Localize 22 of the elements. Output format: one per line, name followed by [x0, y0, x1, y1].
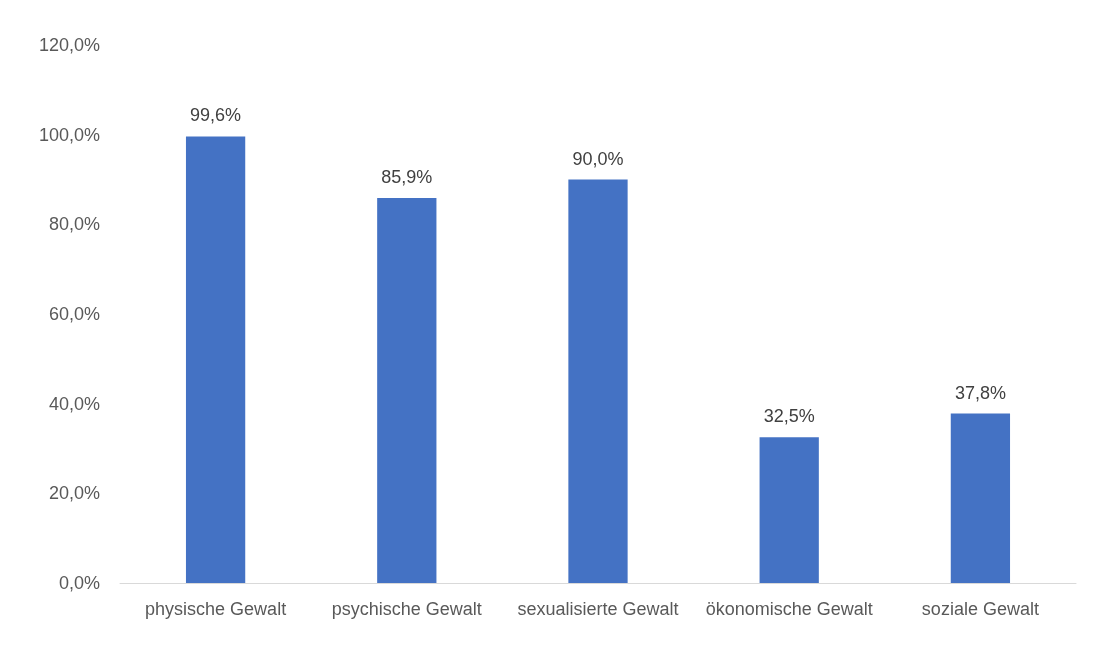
x-tick-label: psychische Gewalt	[331, 599, 482, 619]
bar	[377, 197, 437, 583]
y-tick-label: 80,0%	[48, 214, 100, 235]
y-tick-label: 0,0%	[58, 573, 100, 593]
data-label: 85,9%	[381, 166, 433, 187]
x-tick-label: ökonomische Gewalt	[705, 599, 873, 619]
y-tick-label: 20,0%	[48, 483, 100, 504]
y-tick-label: 120,0%	[38, 35, 100, 55]
data-label: 32,5%	[763, 406, 815, 427]
x-tick-label: soziale Gewalt	[921, 599, 1039, 619]
bar	[568, 179, 628, 583]
data-label: 90,0%	[572, 148, 624, 169]
bar	[950, 413, 1011, 583]
data-label: 99,6%	[190, 105, 242, 126]
x-tick-label: physische Gewalt	[145, 599, 287, 619]
data-label: 37,8%	[954, 382, 1006, 403]
y-tick-label: 40,0%	[48, 393, 100, 414]
bar	[185, 136, 246, 583]
y-tick-label: 100,0%	[38, 124, 100, 145]
bar	[759, 437, 819, 583]
y-tick-label: 60,0%	[48, 304, 100, 324]
x-tick-label: sexualisierte Gewalt	[517, 599, 679, 619]
